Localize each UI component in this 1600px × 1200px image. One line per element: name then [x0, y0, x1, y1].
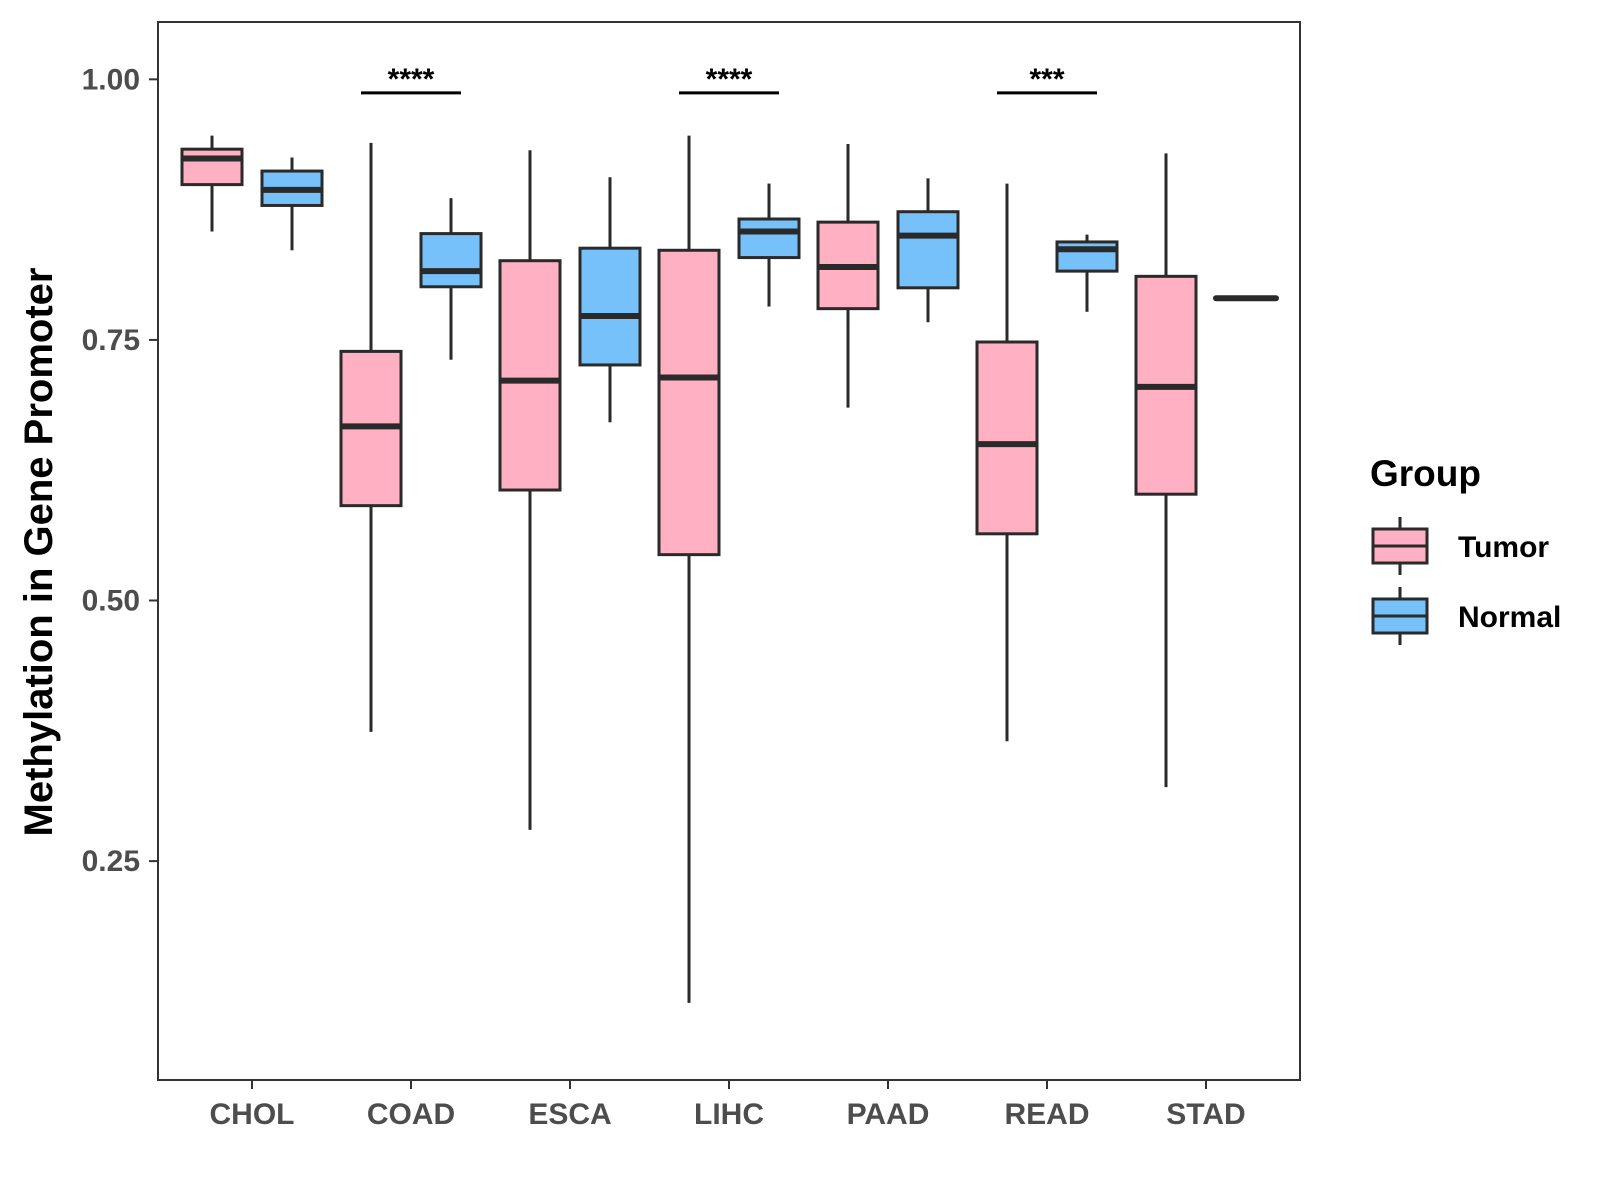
x-tick-label: CHOL — [210, 1098, 295, 1131]
box-iqr — [578, 246, 642, 367]
box-normal-coad — [419, 198, 483, 360]
box-tumor-coad — [339, 142, 403, 732]
x-tick-label: READ — [1004, 1098, 1089, 1131]
x-tick-label: PAAD — [847, 1098, 930, 1131]
legend-label: Tumor — [1458, 531, 1549, 564]
plot-area: **** **** *** — [180, 63, 1279, 1003]
y-tick-label: 0.25 — [82, 845, 140, 878]
legend-entry-tumor: Tumor — [1371, 517, 1549, 575]
significance-read: *** — [997, 63, 1097, 96]
y-axis-title: Methylation in Gene Promoter — [17, 268, 61, 837]
box-tumor-chol — [180, 135, 244, 232]
box-tumor-esca — [498, 150, 562, 830]
legend-title: Group — [1370, 453, 1481, 494]
y-tick-label: 0.75 — [82, 324, 140, 357]
box-tumor-lihc — [657, 135, 721, 1003]
box-normal-chol — [260, 157, 324, 251]
box-iqr — [498, 259, 562, 492]
y-tick-label: 0.50 — [82, 585, 140, 618]
x-tick-label: COAD — [367, 1098, 455, 1131]
box-normal-read — [1055, 234, 1119, 312]
box-tumor-stad — [1134, 153, 1198, 788]
legend-label: Normal — [1458, 601, 1561, 634]
box-normal-paad — [896, 178, 960, 323]
x-tick-label: STAD — [1166, 1098, 1245, 1131]
box-iqr — [180, 147, 244, 187]
significance-label: *** — [1029, 63, 1064, 96]
box-iqr — [896, 210, 960, 290]
box-normal-lihc — [737, 183, 801, 307]
y-tick-label: 1.00 — [82, 63, 140, 96]
box-iqr — [657, 248, 721, 557]
box-tumor-paad — [816, 143, 880, 408]
legend-entry-normal: Normal — [1371, 587, 1561, 645]
box-iqr — [419, 232, 483, 289]
significance-coad: **** — [361, 63, 461, 96]
y-axis: 0.25 0.50 0.75 1.00 — [82, 63, 158, 878]
box-tumor-read — [975, 183, 1039, 742]
box-iqr — [975, 340, 1039, 536]
box-normal-esca — [578, 177, 642, 423]
significance-lihc: **** — [679, 63, 779, 96]
significance-label: **** — [706, 63, 753, 96]
x-tick-label: LIHC — [694, 1098, 764, 1131]
significance-label: **** — [388, 63, 435, 96]
legend: Group Tumor Normal — [1370, 453, 1561, 645]
x-tick-label: ESCA — [528, 1098, 611, 1131]
box-iqr — [737, 217, 801, 260]
x-axis: CHOL COAD ESCA LIHC PAAD READ STAD — [210, 1080, 1246, 1131]
